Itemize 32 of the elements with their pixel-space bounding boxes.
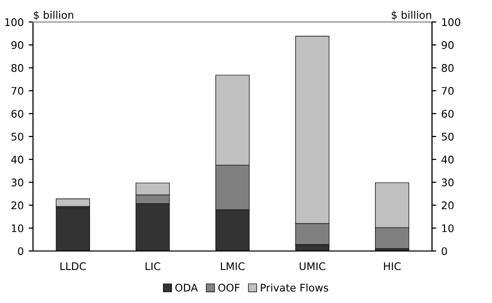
y2-tick-label: 0 [442,247,447,256]
y2-tick-label: 10 [442,224,454,232]
y-tick-label: 100 [5,18,24,26]
y2-tick-label: 50 [442,132,454,141]
y-tick-label: 50 [12,132,24,141]
y-axis-title: $ billion [34,10,74,20]
y2-tick-label: 90 [442,41,454,50]
y-tick-label: 60 [11,110,24,118]
x-tick-label: LIC [146,262,160,270]
legend-label: OOF [218,284,240,292]
y2-tick-label: 60 [442,110,454,118]
y2-axis-title: $ billion [392,10,432,20]
x-tick-label: HIC [384,262,401,270]
y-tick-label: 90 [11,41,24,50]
y-tick-label: 40 [11,156,24,164]
y2-tick-label: 80 [442,64,454,72]
x-tick-label: LLDC [60,262,86,270]
legend-label: ODA [175,284,198,292]
y2-tick-label: 30 [442,178,454,186]
y-tick-label: 80 [11,64,24,72]
y-tick-label: 70 [12,86,24,95]
y2-tick-label: 100 [442,18,460,26]
y-tick-label: 20 [11,201,24,210]
y2-tick-label: 40 [442,156,454,164]
x-tick-label: LMIC [220,262,245,270]
y-tick-label: 0 [18,247,24,256]
y2-tick-label: 20 [442,201,454,210]
legend-label: Private Flows [260,284,328,292]
y-tick-label: 30 [12,178,24,186]
y-tick-label: 10 [12,224,24,232]
y2-tick-label: 70 [442,86,454,95]
x-tick-label: UMIC [300,262,326,270]
